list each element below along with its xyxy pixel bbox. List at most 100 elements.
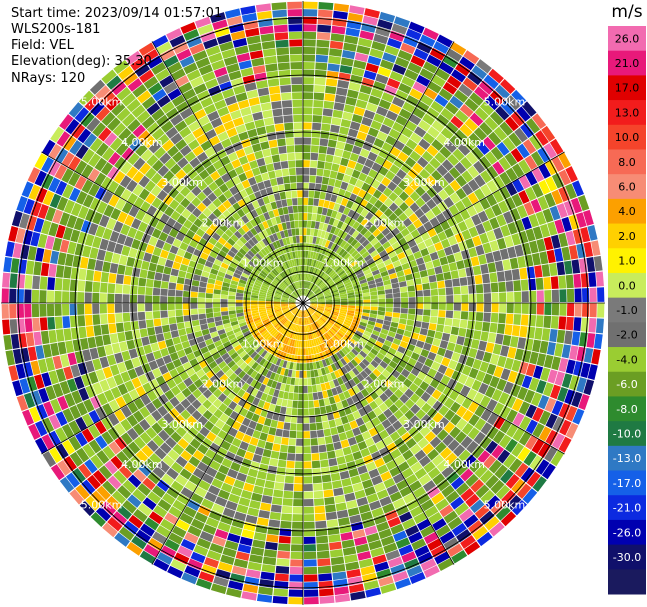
velocity-cell	[202, 524, 217, 536]
velocity-cell	[376, 521, 390, 532]
velocity-cell	[422, 315, 431, 323]
velocity-cell	[341, 478, 352, 487]
velocity-cell	[305, 310, 309, 317]
velocity-cell	[305, 273, 308, 281]
velocity-cell	[169, 396, 180, 408]
velocity-cell	[307, 324, 311, 332]
velocity-cell	[498, 200, 510, 214]
velocity-cell	[256, 355, 264, 364]
velocity-cell	[303, 446, 311, 454]
velocity-cell	[168, 506, 183, 519]
velocity-cell	[250, 351, 258, 359]
velocity-cell	[342, 150, 352, 160]
velocity-cell	[499, 121, 514, 136]
velocity-cell	[437, 364, 448, 375]
velocity-cell	[401, 262, 411, 270]
velocity-cell	[69, 451, 84, 467]
velocity-cell	[453, 310, 461, 319]
velocity-cell	[175, 392, 186, 403]
velocity-cell	[288, 314, 294, 321]
velocity-cell	[367, 55, 382, 66]
velocity-cell	[404, 409, 415, 420]
velocity-cell	[222, 397, 232, 407]
velocity-cell	[399, 404, 410, 415]
velocity-cell	[356, 373, 365, 382]
velocity-cell	[139, 431, 152, 445]
velocity-cell	[434, 241, 444, 252]
velocity-cell	[415, 409, 426, 420]
velocity-cell	[243, 482, 255, 493]
velocity-cell	[352, 281, 360, 287]
velocity-cell	[249, 554, 263, 564]
velocity-cell	[348, 218, 356, 227]
velocity-cell	[412, 81, 427, 94]
velocity-cell	[467, 427, 480, 440]
velocity-cell	[133, 469, 147, 483]
velocity-cell	[322, 288, 330, 293]
velocity-cell	[337, 376, 344, 386]
velocity-cell	[583, 209, 594, 226]
velocity-cell	[262, 448, 272, 458]
velocity-cell	[319, 352, 325, 360]
velocity-cell	[423, 289, 431, 297]
velocity-cell	[233, 511, 247, 522]
velocity-cell	[403, 35, 419, 48]
velocity-cell	[348, 303, 356, 306]
velocity-cell	[344, 265, 352, 272]
velocity-cell	[309, 305, 317, 309]
velocity-cell	[355, 179, 364, 189]
velocity-cell	[389, 431, 401, 442]
velocity-cell	[325, 266, 332, 274]
velocity-cell	[111, 490, 127, 505]
colorbar-tick-label: 10.0	[615, 131, 640, 144]
velocity-cell	[372, 368, 382, 378]
velocity-cell	[257, 325, 266, 332]
velocity-cell	[305, 325, 308, 333]
velocity-cell	[442, 386, 453, 397]
velocity-cell	[535, 211, 547, 226]
velocity-cell	[327, 233, 334, 241]
velocity-cell	[368, 317, 377, 323]
velocity-cell	[254, 319, 262, 325]
velocity-cell	[382, 52, 397, 64]
velocity-cell	[434, 151, 447, 164]
velocity-cell	[344, 167, 354, 176]
velocity-cell	[274, 310, 282, 314]
velocity-cell	[303, 205, 308, 213]
velocity-cell	[500, 100, 516, 116]
velocity-cell	[541, 328, 551, 341]
velocity-cell	[521, 216, 532, 230]
velocity-cell	[441, 159, 454, 172]
velocity-cell	[243, 330, 251, 337]
velocity-cell	[299, 370, 303, 378]
velocity-cell	[466, 205, 478, 217]
velocity-cell	[587, 364, 598, 380]
velocity-cell	[443, 537, 459, 551]
velocity-cell	[63, 456, 78, 472]
velocity-cell	[264, 333, 271, 340]
velocity-cell	[355, 99, 368, 109]
velocity-cell	[488, 68, 504, 84]
velocity-cell	[193, 544, 209, 557]
velocity-cell	[394, 333, 403, 341]
velocity-cell	[222, 340, 232, 348]
velocity-cell	[228, 444, 239, 455]
velocity-cell	[205, 448, 217, 460]
velocity-cell	[71, 390, 83, 405]
velocity-cell	[416, 225, 427, 235]
velocity-cell	[174, 403, 186, 414]
velocity-cell	[437, 177, 449, 189]
velocity-cell	[464, 541, 481, 556]
velocity-cell	[41, 434, 55, 450]
velocity-cell	[344, 35, 359, 45]
velocity-cell	[349, 5, 365, 15]
velocity-cell	[332, 306, 340, 309]
velocity-cell	[364, 254, 372, 262]
velocity-cell	[485, 495, 501, 510]
velocity-cell	[574, 303, 582, 317]
velocity-cell	[543, 354, 554, 369]
velocity-cell	[541, 463, 556, 480]
velocity-cell	[346, 289, 355, 294]
velocity-cell	[312, 392, 319, 400]
velocity-cell	[406, 455, 419, 467]
